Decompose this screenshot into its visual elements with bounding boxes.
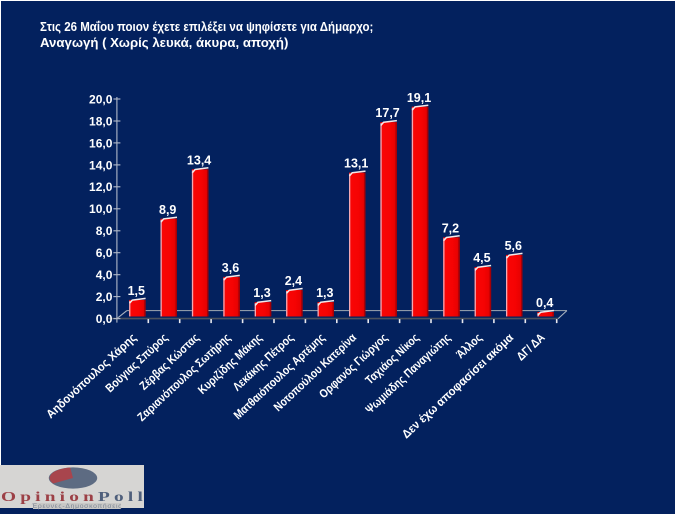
svg-text:2,4: 2,4 — [285, 274, 302, 288]
svg-text:1,3: 1,3 — [253, 286, 270, 300]
svg-text:17,7: 17,7 — [375, 106, 399, 120]
svg-text:8,0: 8,0 — [96, 224, 113, 238]
svg-text:ΔΓ/ ΔΑ: ΔΓ/ ΔΑ — [514, 330, 548, 363]
svg-text:0,4: 0,4 — [536, 296, 553, 310]
svg-text:0,0: 0,0 — [96, 312, 113, 326]
svg-text:13,4: 13,4 — [187, 153, 211, 167]
svg-text:13,1: 13,1 — [344, 157, 368, 171]
svg-text:4,5: 4,5 — [473, 251, 490, 265]
svg-text:19,1: 19,1 — [407, 91, 431, 105]
svg-text:18,0: 18,0 — [89, 114, 113, 128]
svg-text:8,9: 8,9 — [159, 203, 176, 217]
svg-text:1,3: 1,3 — [316, 286, 333, 300]
svg-text:12,0: 12,0 — [89, 180, 113, 194]
svg-text:6,0: 6,0 — [96, 246, 113, 260]
svg-text:5,6: 5,6 — [505, 239, 522, 253]
svg-text:4,0: 4,0 — [96, 268, 113, 282]
svg-text:14,0: 14,0 — [89, 158, 113, 172]
svg-text:2,0: 2,0 — [96, 290, 113, 304]
svg-text:3,6: 3,6 — [222, 261, 239, 275]
svg-text:7,2: 7,2 — [442, 221, 459, 235]
svg-text:16,0: 16,0 — [89, 136, 113, 150]
svg-text:1,5: 1,5 — [128, 284, 145, 298]
svg-text:10,0: 10,0 — [89, 202, 113, 216]
svg-text:20,0: 20,0 — [89, 92, 113, 106]
